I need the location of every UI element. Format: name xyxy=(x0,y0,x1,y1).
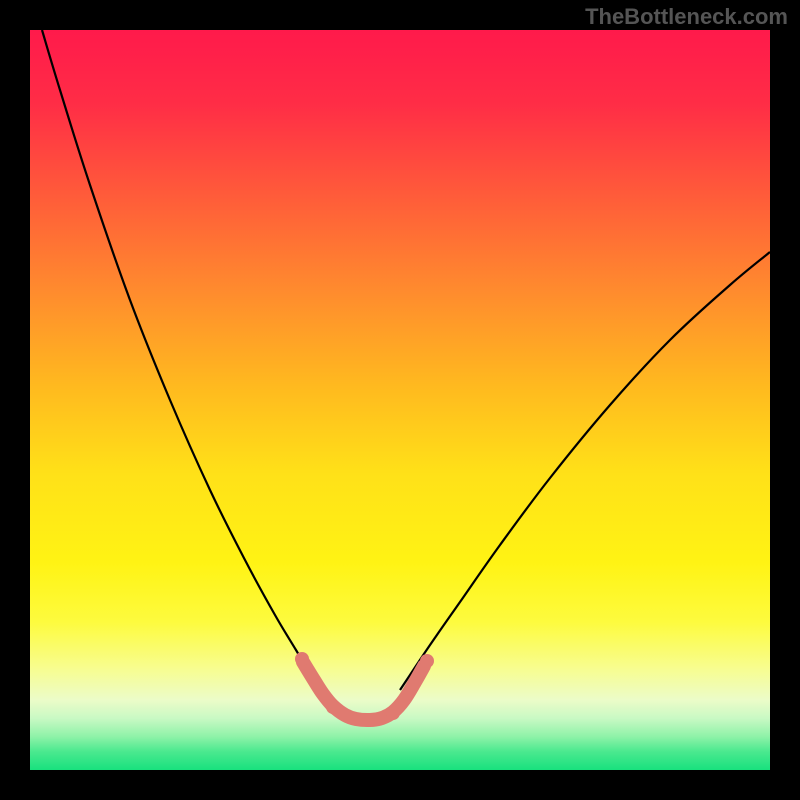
curve-left xyxy=(42,30,320,690)
highlight-dot xyxy=(295,652,309,666)
highlight-segment xyxy=(303,662,424,720)
highlight-dot xyxy=(326,700,340,714)
highlight-dot xyxy=(386,706,400,720)
watermark-text: TheBottleneck.com xyxy=(585,4,788,30)
curve-right xyxy=(400,252,770,690)
highlight-dot xyxy=(420,654,434,668)
chart-frame xyxy=(30,30,770,770)
highlight-group xyxy=(295,652,434,720)
chart-curves-layer xyxy=(0,0,800,800)
